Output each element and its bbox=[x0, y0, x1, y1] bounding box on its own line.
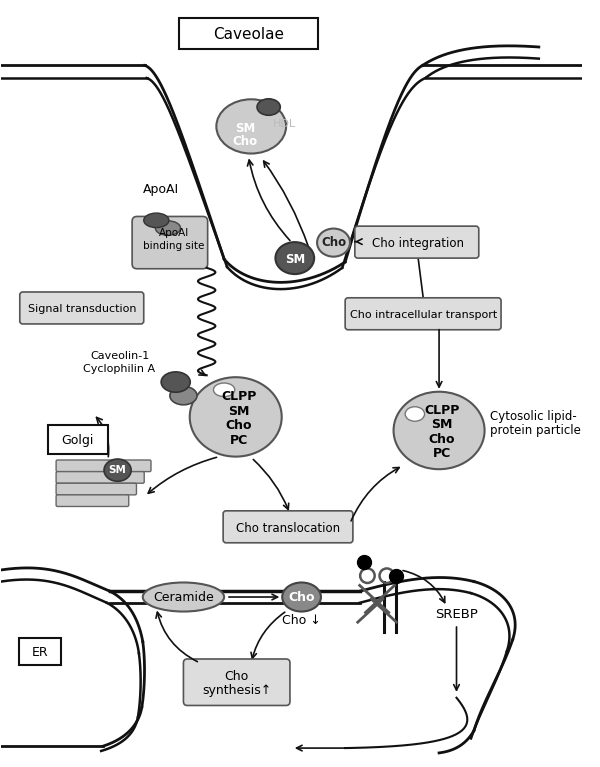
Ellipse shape bbox=[143, 582, 224, 611]
Ellipse shape bbox=[405, 407, 425, 421]
Text: Cho: Cho bbox=[224, 670, 249, 683]
Ellipse shape bbox=[170, 387, 197, 405]
Text: synthesis↑: synthesis↑ bbox=[202, 684, 271, 697]
Text: Cho translocation: Cho translocation bbox=[236, 522, 340, 535]
FancyBboxPatch shape bbox=[48, 425, 108, 454]
Text: ApoAI: ApoAI bbox=[158, 228, 189, 238]
Text: Cho: Cho bbox=[429, 433, 455, 446]
Ellipse shape bbox=[155, 221, 181, 235]
Ellipse shape bbox=[317, 229, 350, 257]
FancyBboxPatch shape bbox=[19, 637, 61, 665]
Text: Cho intracellular transport: Cho intracellular transport bbox=[350, 310, 497, 321]
Text: Caveolae: Caveolae bbox=[213, 27, 284, 42]
Text: SM: SM bbox=[431, 418, 452, 431]
Ellipse shape bbox=[161, 372, 190, 392]
Text: Cho: Cho bbox=[289, 591, 315, 604]
Text: Cho: Cho bbox=[233, 136, 258, 148]
FancyBboxPatch shape bbox=[56, 472, 144, 483]
Text: PC: PC bbox=[433, 447, 451, 460]
Ellipse shape bbox=[190, 377, 282, 456]
Ellipse shape bbox=[217, 99, 286, 153]
Text: SREBP: SREBP bbox=[435, 608, 478, 621]
Ellipse shape bbox=[275, 242, 314, 274]
Ellipse shape bbox=[257, 99, 280, 115]
FancyBboxPatch shape bbox=[179, 18, 318, 49]
FancyBboxPatch shape bbox=[355, 226, 479, 258]
FancyBboxPatch shape bbox=[56, 483, 136, 495]
FancyBboxPatch shape bbox=[345, 298, 501, 330]
Text: Golgi: Golgi bbox=[62, 433, 94, 446]
FancyBboxPatch shape bbox=[132, 216, 208, 268]
FancyBboxPatch shape bbox=[223, 511, 353, 543]
Text: Cho: Cho bbox=[321, 236, 346, 249]
Text: SM: SM bbox=[109, 465, 127, 476]
Text: ER: ER bbox=[32, 646, 49, 659]
Text: Cyclophilin A: Cyclophilin A bbox=[83, 364, 155, 374]
Text: Cytosolic lipid-: Cytosolic lipid- bbox=[490, 410, 577, 423]
Ellipse shape bbox=[394, 392, 485, 469]
Text: SM: SM bbox=[235, 122, 256, 135]
Text: Cho ↓: Cho ↓ bbox=[282, 614, 321, 627]
FancyBboxPatch shape bbox=[184, 659, 290, 706]
Ellipse shape bbox=[104, 459, 131, 482]
Text: protein particle: protein particle bbox=[490, 424, 581, 437]
Text: Caveolin-1: Caveolin-1 bbox=[90, 351, 149, 361]
FancyBboxPatch shape bbox=[20, 292, 144, 324]
Text: SM: SM bbox=[228, 405, 250, 417]
Ellipse shape bbox=[144, 213, 169, 228]
Text: SM: SM bbox=[284, 252, 305, 265]
Text: Cho integration: Cho integration bbox=[372, 237, 464, 250]
Text: PC: PC bbox=[230, 433, 248, 446]
Text: CLPP: CLPP bbox=[424, 403, 460, 416]
Text: ApoAI: ApoAI bbox=[143, 183, 179, 196]
Ellipse shape bbox=[282, 582, 321, 611]
FancyBboxPatch shape bbox=[56, 495, 129, 506]
FancyBboxPatch shape bbox=[56, 460, 151, 472]
Text: Ceramide: Ceramide bbox=[153, 591, 214, 604]
Text: Cho: Cho bbox=[226, 419, 252, 432]
Text: binding site: binding site bbox=[143, 242, 205, 252]
Text: Signal transduction: Signal transduction bbox=[28, 304, 136, 314]
Ellipse shape bbox=[214, 383, 235, 397]
Text: HDL: HDL bbox=[272, 119, 296, 129]
Text: CLPP: CLPP bbox=[221, 390, 256, 403]
